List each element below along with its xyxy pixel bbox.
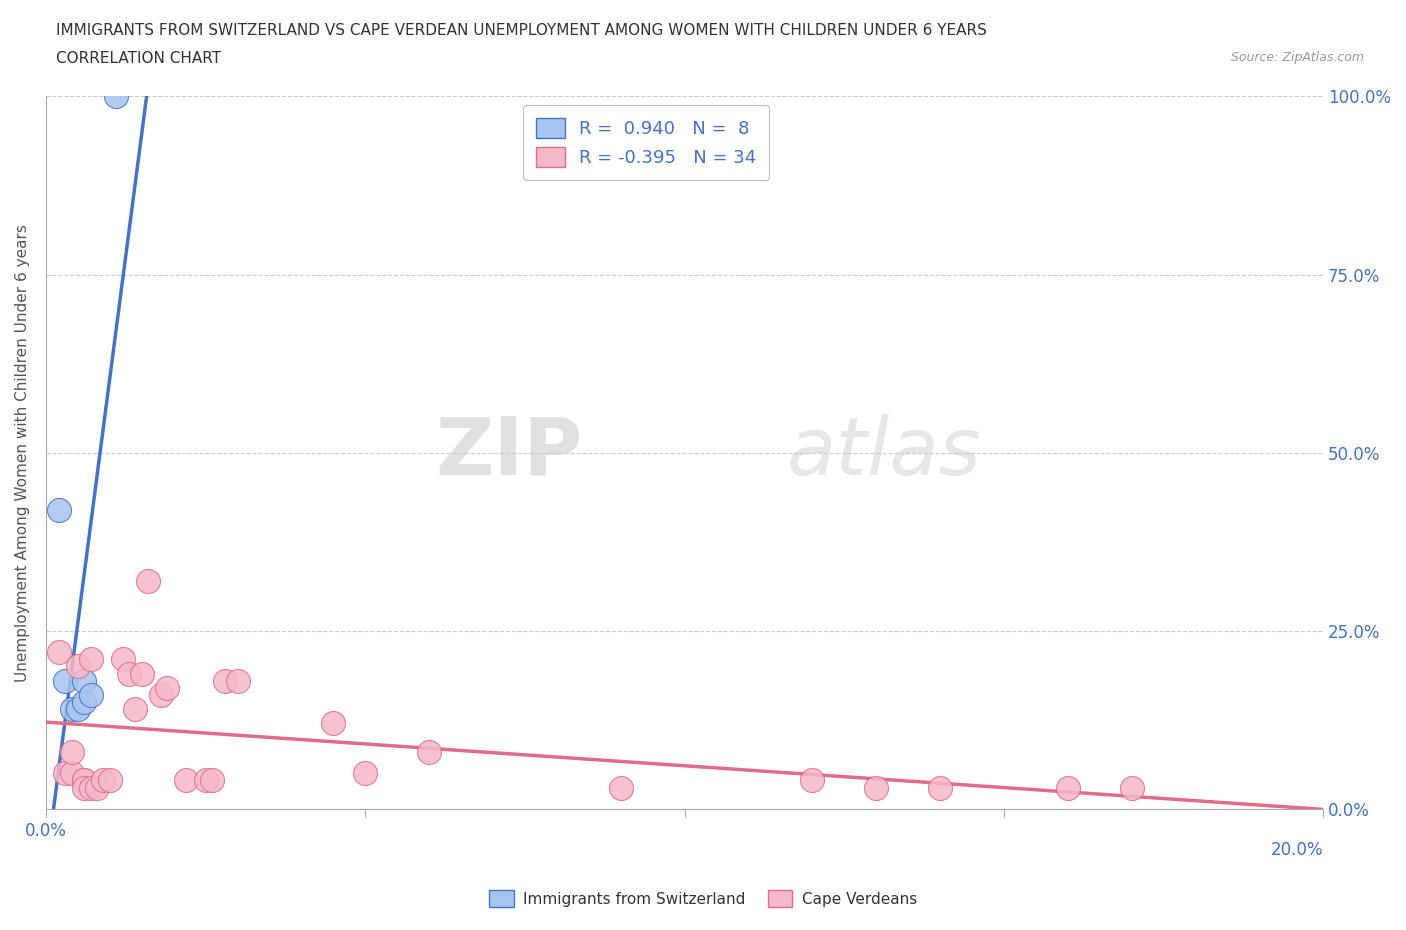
Point bbox=[214, 673, 236, 688]
Point bbox=[48, 644, 70, 659]
Point bbox=[73, 695, 96, 710]
Point bbox=[124, 702, 146, 717]
Point bbox=[73, 773, 96, 788]
Point bbox=[929, 780, 952, 795]
Y-axis label: Unemployment Among Women with Children Under 6 years: Unemployment Among Women with Children U… bbox=[15, 224, 30, 682]
Point bbox=[194, 773, 217, 788]
Point bbox=[111, 652, 134, 667]
Point bbox=[53, 673, 76, 688]
Point bbox=[118, 666, 141, 681]
Point bbox=[865, 780, 887, 795]
Point bbox=[48, 502, 70, 517]
Text: 20.0%: 20.0% bbox=[1271, 841, 1323, 859]
Point bbox=[322, 716, 344, 731]
Point bbox=[66, 702, 89, 717]
Legend: R =  0.940   N =  8, R = -0.395   N = 34: R = 0.940 N = 8, R = -0.395 N = 34 bbox=[523, 105, 769, 179]
Point bbox=[1056, 780, 1078, 795]
Point bbox=[66, 659, 89, 674]
Point bbox=[149, 687, 172, 702]
Text: IMMIGRANTS FROM SWITZERLAND VS CAPE VERDEAN UNEMPLOYMENT AMONG WOMEN WITH CHILDR: IMMIGRANTS FROM SWITZERLAND VS CAPE VERD… bbox=[56, 23, 987, 38]
Point bbox=[201, 773, 224, 788]
Point bbox=[609, 780, 631, 795]
Point bbox=[105, 89, 128, 104]
Point bbox=[79, 652, 101, 667]
Text: Source: ZipAtlas.com: Source: ZipAtlas.com bbox=[1230, 51, 1364, 64]
Point bbox=[418, 745, 440, 760]
Point bbox=[60, 766, 83, 781]
Point bbox=[136, 574, 159, 589]
Point bbox=[86, 780, 108, 795]
Point bbox=[801, 773, 824, 788]
Point bbox=[98, 773, 121, 788]
Point bbox=[60, 745, 83, 760]
Point bbox=[60, 702, 83, 717]
Point bbox=[73, 780, 96, 795]
Point bbox=[79, 687, 101, 702]
Text: atlas: atlas bbox=[787, 414, 981, 492]
Legend: Immigrants from Switzerland, Cape Verdeans: Immigrants from Switzerland, Cape Verdea… bbox=[484, 884, 922, 913]
Point bbox=[1121, 780, 1143, 795]
Point bbox=[73, 673, 96, 688]
Point bbox=[79, 780, 101, 795]
Text: CORRELATION CHART: CORRELATION CHART bbox=[56, 51, 221, 66]
Text: ZIP: ZIP bbox=[434, 414, 582, 492]
Point bbox=[53, 766, 76, 781]
Point bbox=[156, 681, 179, 696]
Point bbox=[176, 773, 198, 788]
Point bbox=[226, 673, 249, 688]
Point bbox=[93, 773, 115, 788]
Point bbox=[131, 666, 153, 681]
Point bbox=[73, 773, 96, 788]
Point bbox=[354, 766, 377, 781]
